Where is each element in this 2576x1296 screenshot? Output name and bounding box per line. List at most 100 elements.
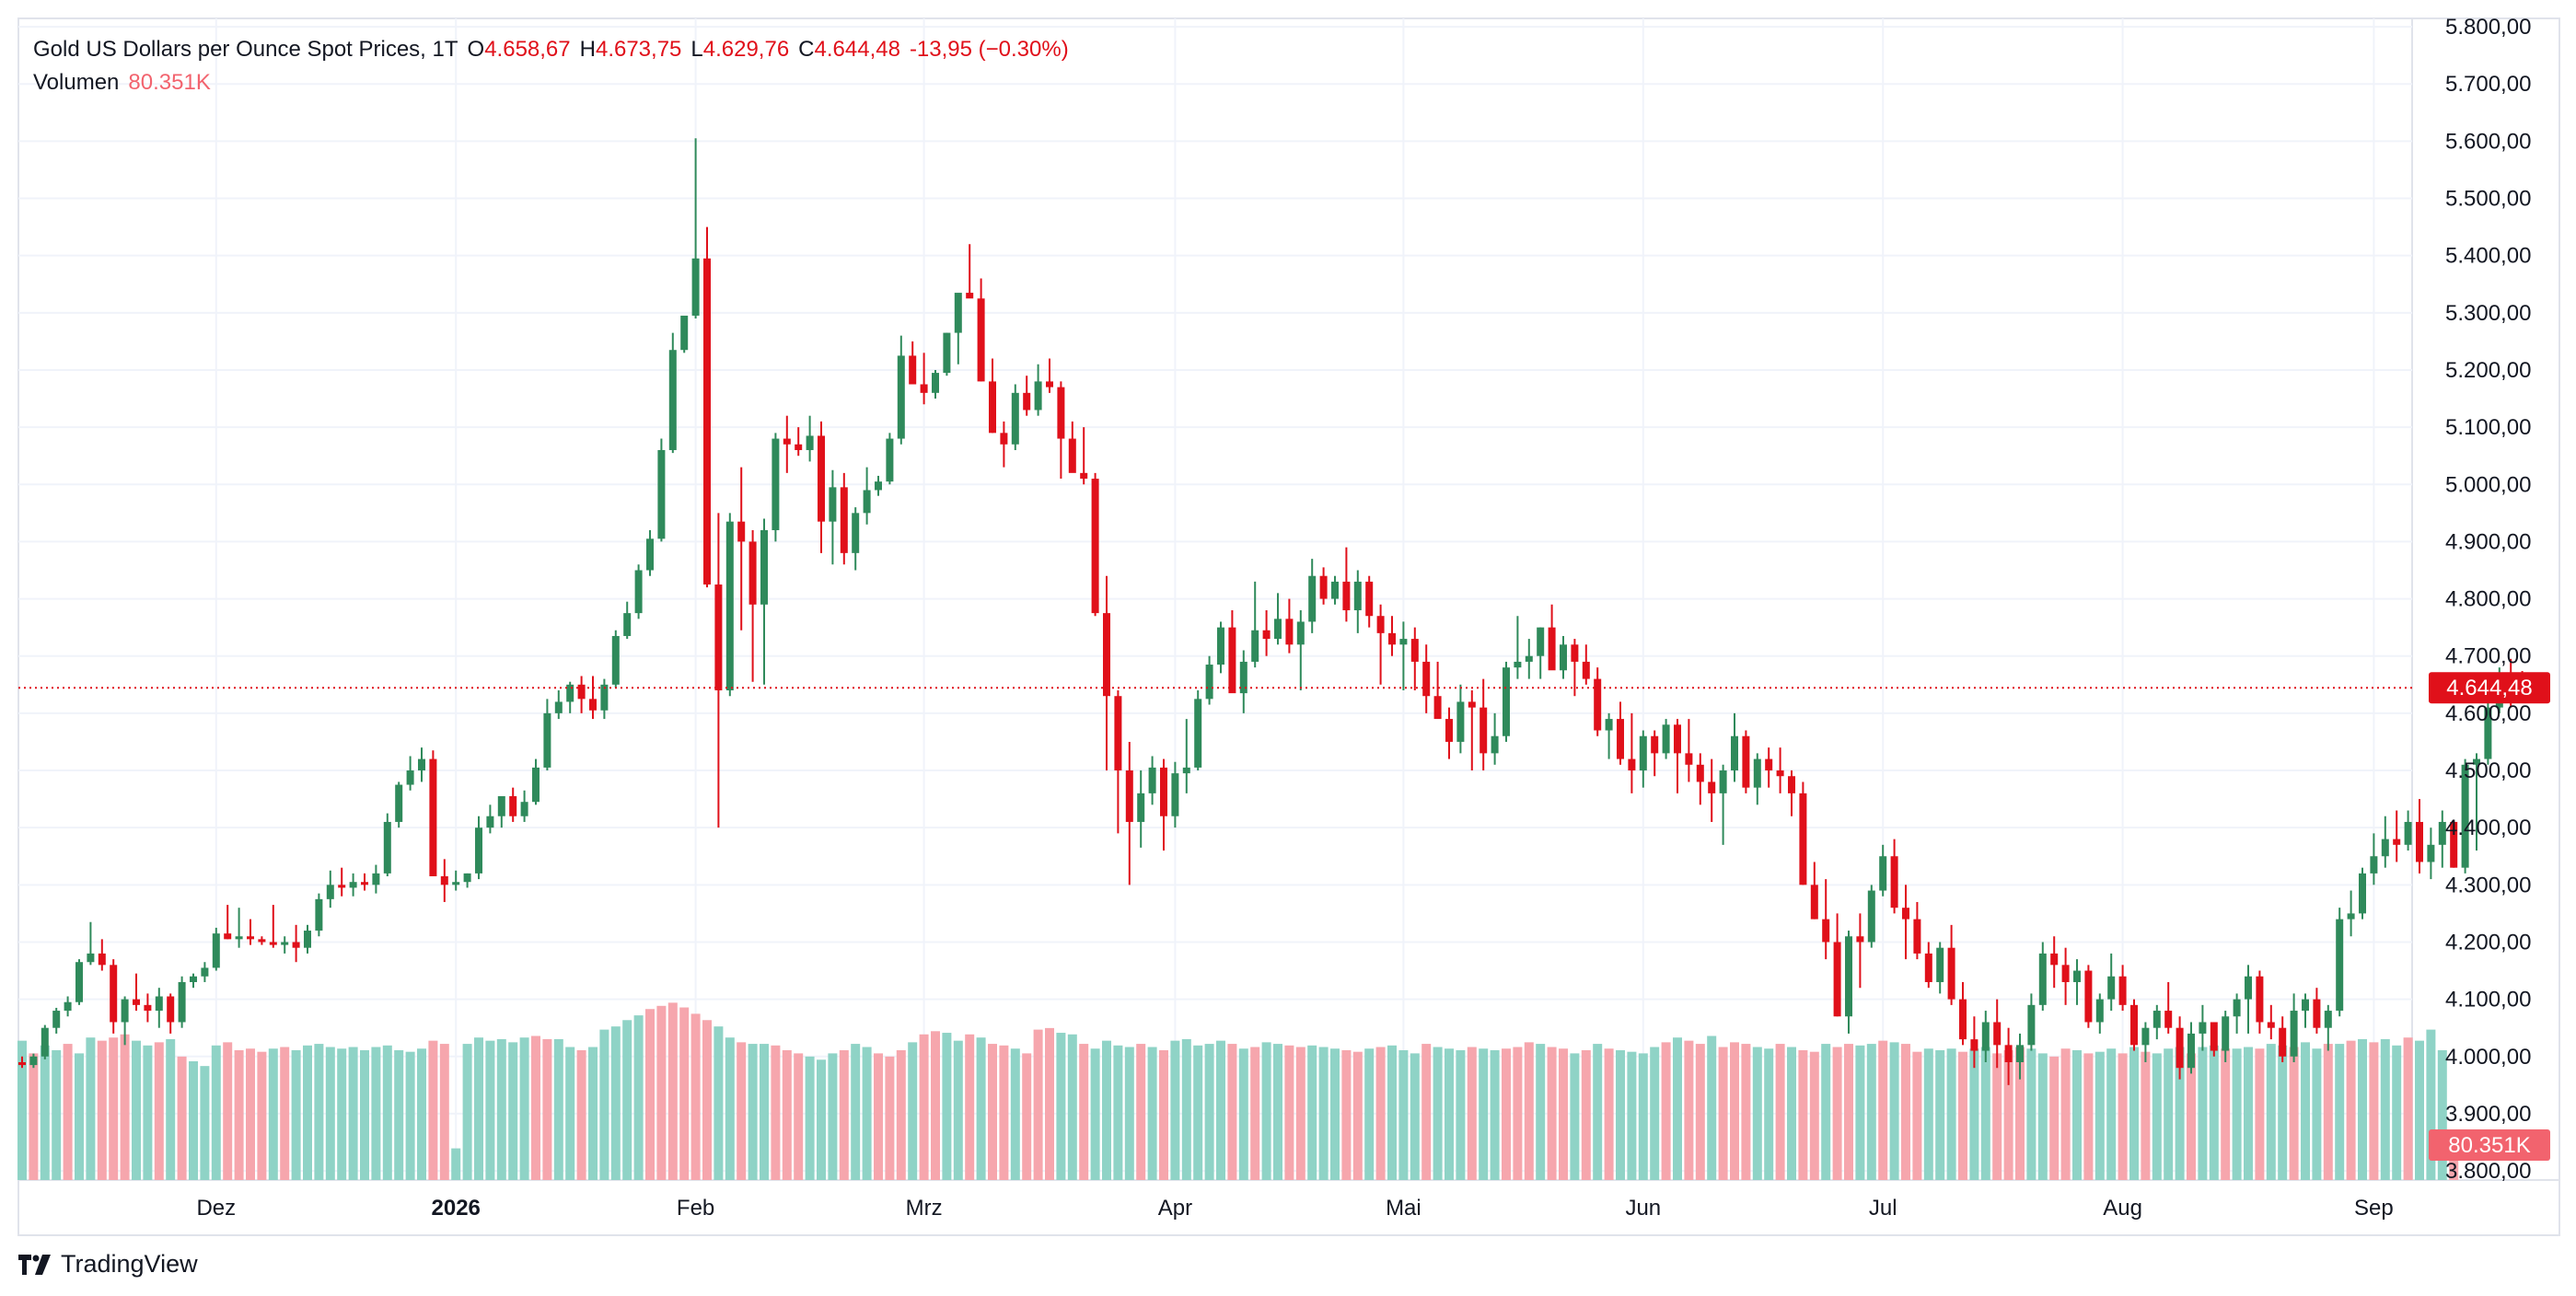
candle	[2233, 993, 2241, 1034]
candle-body	[611, 635, 620, 685]
candle-body	[1617, 719, 1624, 759]
candle	[1319, 567, 1328, 605]
candle-body	[600, 684, 609, 711]
candle-body	[2176, 1027, 2184, 1069]
candle	[1662, 719, 1670, 759]
candle-body	[486, 816, 494, 828]
volume-bar	[474, 1037, 483, 1180]
volume-bar	[1318, 1047, 1329, 1180]
volume-bar	[1764, 1048, 1774, 1180]
candle	[1251, 581, 1259, 668]
volume-bar	[1479, 1048, 1489, 1180]
volume-bar	[828, 1053, 838, 1180]
candle-body	[1262, 630, 1271, 640]
candle	[1605, 712, 1613, 759]
volume-bar	[1181, 1038, 1191, 1180]
candle-body	[1810, 885, 1818, 920]
candle	[1537, 627, 1545, 679]
price-tick-label: 4.500,00	[2445, 758, 2531, 783]
candle-body	[1205, 665, 1213, 700]
volume-bar	[2358, 1038, 2367, 1180]
candle-body	[1057, 387, 1065, 439]
candle-body	[977, 298, 985, 382]
candle-body	[1799, 793, 1807, 885]
candle-body	[1171, 773, 1179, 816]
candle	[201, 962, 209, 982]
tradingview-logo[interactable]: TradingView	[18, 1250, 198, 1279]
volume-bar	[851, 1044, 861, 1180]
candle	[691, 138, 700, 319]
candle	[167, 993, 175, 1034]
candle-body	[281, 942, 289, 945]
candle-body	[2245, 976, 2252, 1000]
volume-bar	[2437, 1049, 2447, 1180]
candle-body	[2118, 976, 2127, 1005]
candle	[566, 681, 574, 713]
candle	[304, 924, 311, 954]
candle-body	[406, 770, 414, 785]
volume-bar	[1604, 1048, 1614, 1180]
candle	[909, 341, 917, 385]
volume-bar	[2209, 1045, 2219, 1180]
candle	[75, 959, 83, 1005]
symbol-title[interactable]: Gold US Dollars per Ounce Spot Prices, 1…	[33, 37, 458, 62]
candle-body	[1628, 758, 1636, 771]
volume-bar	[29, 1053, 39, 1180]
candle	[1753, 753, 1761, 805]
candle	[897, 335, 905, 445]
volume-bar	[1352, 1051, 1363, 1180]
candle	[1856, 913, 1864, 989]
volume-bar	[2037, 1053, 2048, 1180]
candle-body	[795, 444, 803, 450]
price-tick-label: 4.100,00	[2445, 988, 2531, 1012]
candle	[1365, 575, 1374, 628]
price-tick-label: 5.200,00	[2445, 358, 2531, 383]
candle	[2199, 1004, 2207, 1051]
candle-body	[2279, 1027, 2287, 1057]
candle	[178, 976, 186, 1028]
candle-body	[1103, 613, 1110, 697]
candle-body	[532, 767, 540, 803]
candle-body	[144, 1004, 152, 1012]
candle	[1651, 730, 1659, 777]
candle	[1993, 999, 2002, 1069]
candle-body	[326, 885, 334, 899]
candle	[1171, 761, 1179, 828]
candle-body	[201, 967, 209, 977]
candle-body	[1114, 696, 1122, 771]
volume-bar	[2323, 1044, 2333, 1180]
candlesticks[interactable]	[18, 138, 2526, 1085]
candle-body	[2313, 999, 2321, 1028]
volume-bar	[1433, 1047, 1443, 1180]
low-label: L	[690, 37, 703, 62]
candle	[577, 676, 586, 713]
candle-body	[1674, 724, 1681, 754]
volume-bar	[223, 1042, 233, 1180]
volume-bar	[2164, 1048, 2174, 1180]
tradingview-logo-icon	[18, 1254, 51, 1275]
candle	[2027, 993, 2036, 1051]
volume-bar	[1467, 1047, 1477, 1180]
candle-body	[1433, 696, 1442, 720]
candle-body	[2152, 1011, 2161, 1028]
volume-bar	[1238, 1048, 1248, 1180]
volume-bar	[576, 1049, 586, 1180]
volume-bar	[2312, 1048, 2322, 1180]
volume-bar	[2221, 1048, 2231, 1180]
candle	[1788, 770, 1795, 816]
volume-bar	[1866, 1044, 1876, 1180]
candle	[87, 921, 95, 966]
candle	[1194, 690, 1202, 771]
candle	[2016, 1033, 2024, 1080]
candle-body	[703, 258, 711, 585]
candle	[1765, 747, 1773, 788]
candle	[1514, 616, 1522, 679]
time-tick-label: Aug	[2103, 1196, 2142, 1221]
volume-bar	[1033, 1029, 1043, 1180]
price-axis[interactable]: 3.800,00 3.900,00 4.000,00 4.100,00 4.200,00…	[2445, 15, 2531, 1184]
candle-body	[554, 701, 563, 713]
last-price-marker: 4.644,48	[2429, 672, 2550, 704]
candle	[463, 873, 471, 888]
time-axis[interactable]: Dez 2026 Feb Mrz Apr Mai Jun Jul Aug Sep	[196, 1196, 2393, 1221]
